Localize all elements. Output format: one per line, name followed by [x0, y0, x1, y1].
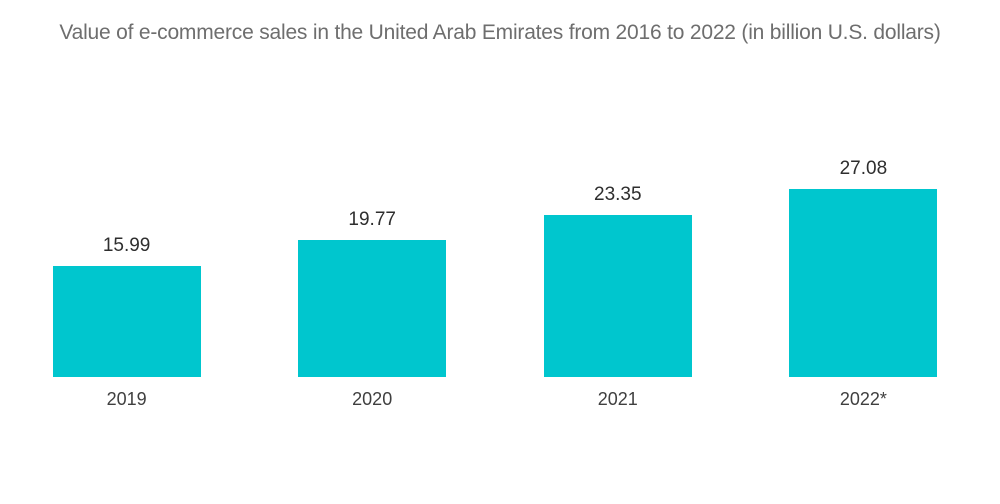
value-label-2019: 15.99 [102, 235, 151, 256]
category-label-2020: 2020 [352, 389, 393, 409]
category-label-2019: 2019 [106, 389, 147, 409]
value-label-2020: 19.77 [348, 209, 396, 230]
bar-2021 [543, 215, 692, 377]
bar-2022 [789, 189, 938, 377]
category-label-2022: 2022* [839, 389, 887, 409]
value-label-2022: 27.08 [839, 158, 888, 179]
bar-2019 [52, 266, 201, 377]
bar-2020 [298, 240, 447, 377]
value-label-2021: 23.35 [594, 184, 642, 205]
chart-title: Value of e-commerce sales in the United … [59, 21, 941, 44]
category-label-2021: 2021 [597, 389, 638, 409]
